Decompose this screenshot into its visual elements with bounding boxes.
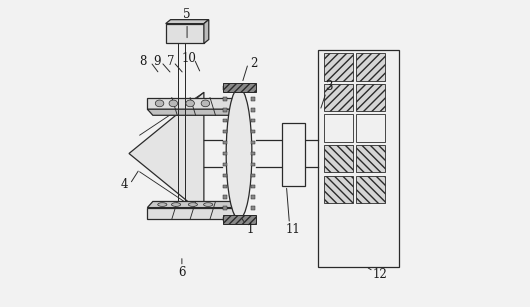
Bar — [251, 217, 255, 221]
Bar — [223, 185, 227, 188]
Ellipse shape — [169, 100, 178, 107]
Polygon shape — [147, 201, 240, 208]
Text: 1: 1 — [246, 223, 254, 236]
Ellipse shape — [226, 88, 252, 219]
Polygon shape — [234, 98, 240, 115]
Bar — [319, 50, 400, 266]
Bar — [223, 141, 227, 144]
Text: 8: 8 — [139, 55, 146, 68]
Polygon shape — [147, 109, 240, 115]
Text: 3: 3 — [325, 80, 333, 93]
Polygon shape — [234, 201, 240, 219]
Bar — [223, 196, 227, 199]
Bar — [251, 97, 255, 101]
Bar — [223, 152, 227, 155]
Ellipse shape — [204, 203, 213, 206]
Ellipse shape — [158, 203, 167, 206]
Bar — [324, 53, 353, 81]
Bar — [251, 206, 255, 210]
Polygon shape — [147, 98, 234, 109]
Bar — [282, 123, 305, 186]
Polygon shape — [204, 20, 209, 44]
Text: 6: 6 — [178, 266, 186, 279]
Bar — [356, 53, 385, 81]
Text: 4: 4 — [121, 177, 128, 191]
Bar — [223, 86, 227, 90]
Polygon shape — [147, 208, 234, 219]
Bar — [251, 119, 255, 122]
Bar — [356, 145, 385, 173]
Bar — [324, 176, 353, 203]
Text: 11: 11 — [285, 223, 300, 236]
Bar — [251, 86, 255, 90]
Polygon shape — [129, 92, 204, 215]
Ellipse shape — [201, 100, 210, 107]
Bar — [223, 119, 227, 122]
Bar — [324, 145, 353, 173]
Bar — [166, 24, 204, 44]
Text: 2: 2 — [251, 57, 258, 70]
Text: 5: 5 — [183, 8, 191, 21]
Ellipse shape — [172, 203, 181, 206]
Bar — [223, 130, 227, 134]
Bar — [356, 84, 385, 111]
Polygon shape — [166, 20, 209, 24]
Bar — [223, 163, 227, 166]
Ellipse shape — [188, 203, 198, 206]
Bar — [223, 217, 227, 221]
Ellipse shape — [155, 100, 164, 107]
Bar — [251, 141, 255, 144]
Bar — [251, 173, 255, 177]
Bar — [251, 185, 255, 188]
Bar — [223, 97, 227, 101]
Bar — [356, 176, 385, 203]
Bar — [324, 115, 353, 142]
Bar — [324, 84, 353, 111]
Bar — [251, 163, 255, 166]
Bar — [223, 108, 227, 111]
Bar — [251, 108, 255, 111]
Bar — [223, 173, 227, 177]
Text: 10: 10 — [181, 52, 196, 65]
Bar — [223, 215, 255, 224]
Text: 7: 7 — [166, 55, 174, 68]
Ellipse shape — [186, 100, 195, 107]
Bar — [251, 196, 255, 199]
Bar — [356, 115, 385, 142]
Bar — [251, 152, 255, 155]
Text: 12: 12 — [372, 268, 387, 281]
Bar — [251, 130, 255, 134]
Text: 9: 9 — [154, 55, 161, 68]
Bar — [223, 83, 255, 92]
Bar — [223, 206, 227, 210]
